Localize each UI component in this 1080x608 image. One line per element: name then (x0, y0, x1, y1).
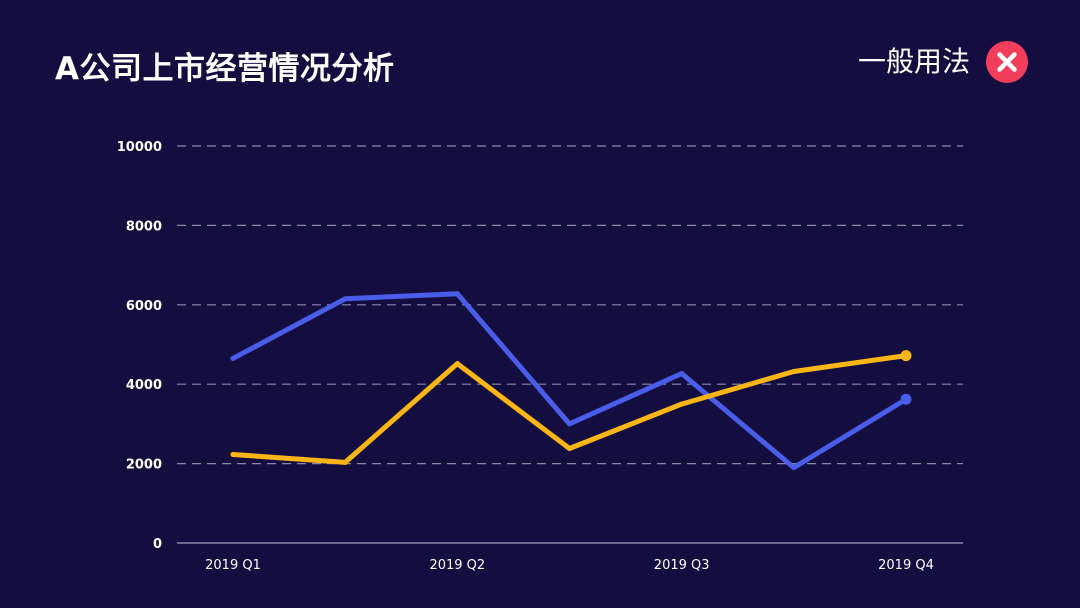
series-1-point (679, 370, 685, 376)
y-tick-label: 6000 (126, 299, 162, 314)
series-1-point (454, 291, 460, 297)
series-line-1 (230, 291, 909, 471)
series-2-point (900, 350, 912, 362)
x-tick-label: 2019 Q3 (654, 558, 710, 573)
series-2-point (791, 368, 797, 374)
series-1-point (230, 355, 236, 361)
series-lines (230, 291, 912, 471)
y-axis-ticks: 0 2000 4000 6000 8000 10000 (117, 140, 162, 552)
x-tick-label: 2019 Q4 (878, 558, 934, 573)
series-2-point (454, 361, 460, 367)
series-2-point (230, 451, 236, 457)
x-axis-ticks: 2019 Q1 2019 Q2 2019 Q3 2019 Q4 (205, 558, 934, 573)
series-2-point (342, 459, 348, 465)
y-tick-label: 4000 (126, 378, 162, 393)
x-tick-label: 2019 Q2 (429, 558, 485, 573)
close-icon (986, 41, 1028, 83)
grid-lines (177, 145, 963, 544)
y-tick-label: 2000 (126, 458, 162, 473)
series-1-point (791, 465, 797, 471)
series-2-point (679, 401, 685, 407)
series-1-point (342, 296, 348, 302)
y-tick-label: 0 (153, 537, 162, 552)
x-tick-label: 2019 Q1 (205, 558, 261, 573)
usage-verdict-label: 一般用法 (857, 45, 970, 78)
series-1-point (900, 393, 912, 405)
series-1-point (567, 421, 572, 427)
close-icon-cross (997, 52, 1017, 72)
usage-verdict: 一般用法 (858, 41, 1028, 83)
y-tick-label: 10000 (117, 140, 162, 155)
chart-title: A公司上市经营情况分析 (55, 51, 395, 87)
series-2-point (567, 446, 572, 452)
y-tick-label: 8000 (126, 219, 162, 234)
